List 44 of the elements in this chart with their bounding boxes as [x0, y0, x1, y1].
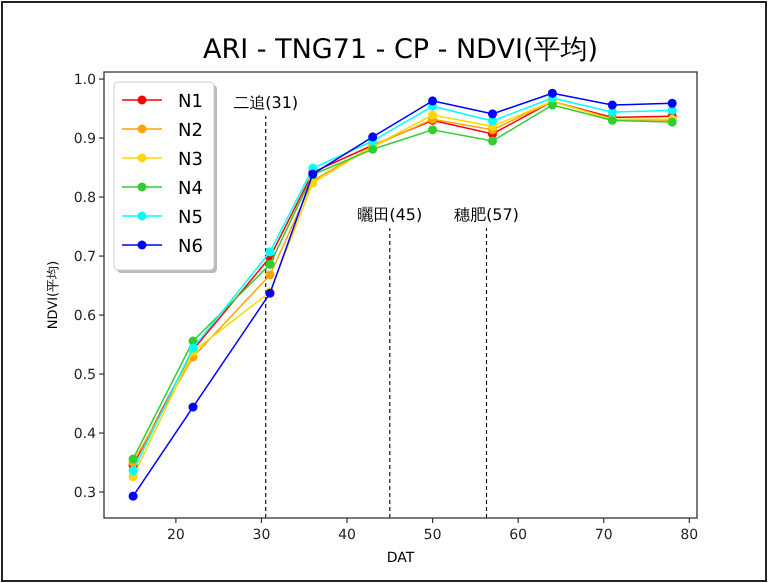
y-tick-label: 0.3 — [74, 485, 96, 502]
point — [188, 402, 198, 412]
y-tick-label: 0.9 — [74, 131, 96, 148]
y-tick-label: 0.5 — [74, 367, 96, 384]
point — [428, 110, 438, 120]
point — [128, 466, 138, 476]
point — [266, 270, 275, 280]
legend-label: N5 — [178, 207, 203, 228]
point — [266, 260, 275, 269]
point — [266, 247, 275, 256]
x-tick-label: 40 — [338, 527, 356, 543]
y-tick-label: 1.0 — [74, 72, 96, 88]
ref-line-label: 曬田(45) — [357, 205, 422, 224]
legend-label: N1 — [178, 91, 203, 112]
x-tick-label: 80 — [680, 527, 698, 543]
y-tick-label: 0.4 — [74, 426, 96, 442]
x-tick-label: 20 — [166, 527, 185, 543]
point — [488, 136, 497, 146]
x-tick-label: 70 — [594, 527, 613, 543]
legend-label: N3 — [178, 149, 203, 170]
point — [128, 492, 138, 501]
point — [428, 125, 438, 134]
x-axis-title: DAT — [386, 550, 415, 566]
point — [548, 88, 557, 98]
point — [368, 132, 378, 142]
point — [128, 454, 138, 464]
y-axis-title: NDVI(平均) — [46, 260, 61, 330]
x-tick-label: 50 — [424, 527, 442, 543]
x-tick-label: 30 — [252, 527, 270, 543]
point — [488, 109, 497, 118]
point — [608, 100, 617, 110]
y-tick-label: 0.6 — [74, 308, 96, 324]
point — [668, 98, 677, 108]
y-tick-label: 0.7 — [74, 249, 96, 266]
chart-title: ARI - TNG71 - CP - NDVI(平均) — [202, 34, 598, 65]
x-tick-label: 60 — [509, 527, 528, 543]
point — [428, 96, 438, 106]
legend-label: N6 — [178, 236, 203, 257]
y-tick-label: 0.8 — [74, 190, 96, 206]
ref-line-label: 穗肥(57) — [454, 205, 519, 224]
legend-label: N4 — [178, 178, 203, 199]
point — [368, 144, 378, 154]
ref-line-label: 二追(31) — [233, 93, 298, 112]
legend-label: N2 — [178, 120, 203, 141]
